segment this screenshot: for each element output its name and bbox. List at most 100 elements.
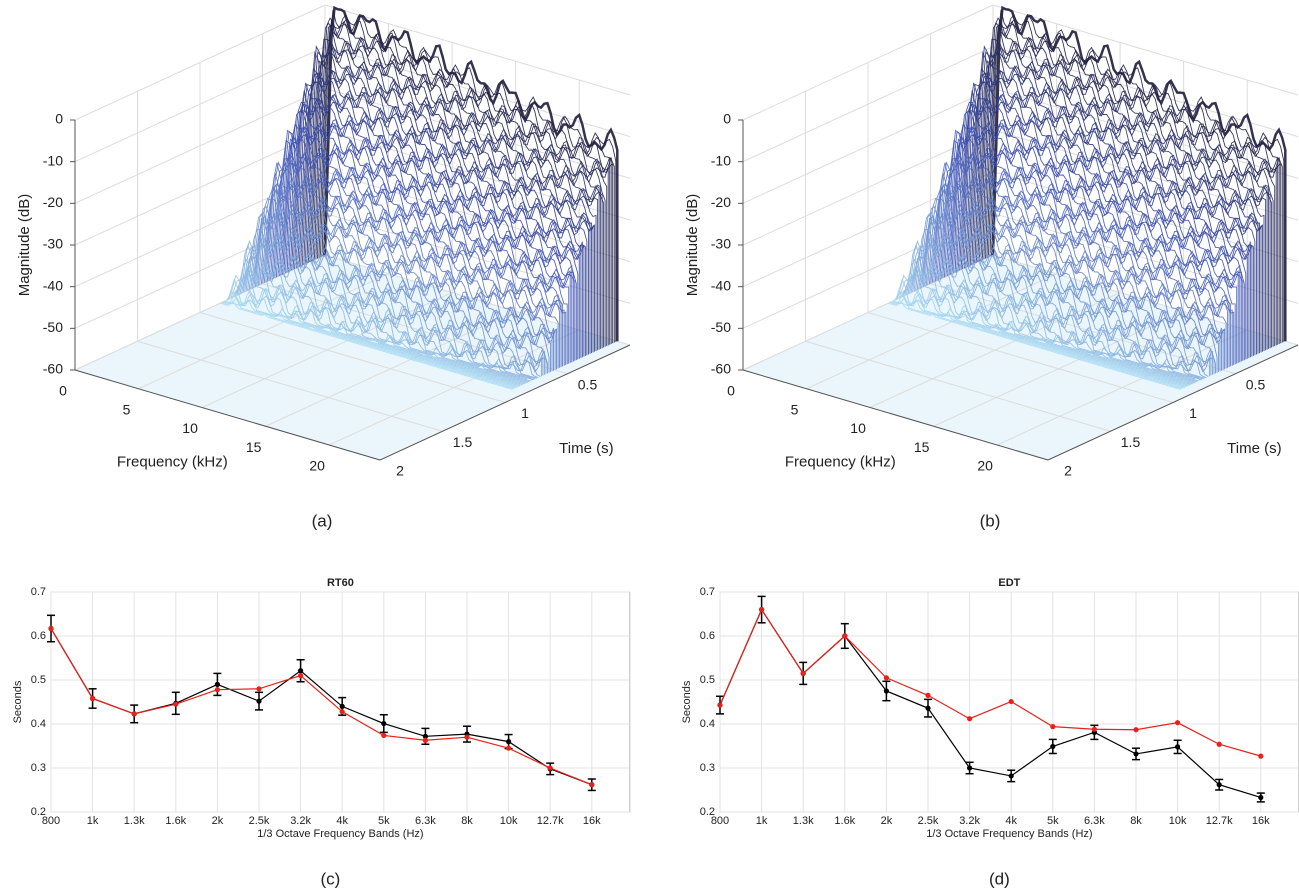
marker xyxy=(1133,727,1139,733)
surface-decoration xyxy=(906,243,1199,382)
z-tick-label: -60 xyxy=(43,361,63,377)
marker xyxy=(1050,743,1056,750)
marker xyxy=(464,734,470,740)
surface-decoration xyxy=(896,274,1190,386)
y-tick-label: 2 xyxy=(1064,463,1072,479)
surface-decoration xyxy=(285,121,579,360)
x-tick-label: 1k xyxy=(87,815,99,827)
z-axis-label: Magnitude (dB) xyxy=(16,194,33,297)
y-axis-label: Time (s) xyxy=(559,440,613,457)
marker xyxy=(48,625,54,632)
surface-decoration xyxy=(986,21,1280,344)
x-tick-label: 12.7k xyxy=(537,815,564,827)
x-axis-label: 1/3 Octave Frequency Bands (Hz) xyxy=(926,828,1092,840)
y-tick-label: 1 xyxy=(521,405,529,421)
y-tick-label: 0.3 xyxy=(31,762,46,774)
x-axis-label: Frequency (kHz) xyxy=(785,454,896,471)
x-tick-label: 1.3k xyxy=(793,815,814,827)
surface-decoration xyxy=(272,153,567,365)
x-tick-label: 8k xyxy=(461,815,473,827)
marker xyxy=(256,686,262,692)
x-tick-label: 4k xyxy=(336,815,348,827)
series-line xyxy=(50,628,593,786)
surface-decoration xyxy=(891,297,1184,389)
surface-decoration xyxy=(918,211,1212,376)
x-tick-label: 1.6k xyxy=(834,815,855,827)
surface-decoration xyxy=(972,51,1267,351)
surface-decoration xyxy=(274,150,568,365)
y-axis-label: Time (s) xyxy=(1227,440,1281,457)
y-tick-label: 0.2 xyxy=(31,806,46,818)
marker xyxy=(131,711,137,717)
surface-decoration xyxy=(247,228,541,377)
z-tick-label: -20 xyxy=(711,194,731,210)
marker xyxy=(422,733,428,739)
surface-decoration xyxy=(934,162,1229,368)
surface-decoration xyxy=(975,51,1270,349)
z-tick-label: -50 xyxy=(711,319,731,335)
marker xyxy=(925,692,931,699)
x-tick-label: 16k xyxy=(1252,815,1270,827)
z-tick-label: 0 xyxy=(723,111,731,127)
surface-decoration xyxy=(310,47,605,348)
surface-decoration xyxy=(312,40,606,347)
grid-line xyxy=(137,340,443,432)
marker xyxy=(589,782,595,788)
x-tick-label: 5 xyxy=(791,401,799,417)
surface-decoration xyxy=(269,155,564,367)
marker xyxy=(1258,753,1264,759)
marker xyxy=(381,732,387,739)
grid-line xyxy=(262,283,568,375)
surface-decoration xyxy=(943,140,1238,364)
y-tick-label: 0.6 xyxy=(700,630,715,642)
y-tick-label: 0.5 xyxy=(578,376,598,392)
marker xyxy=(1175,720,1181,726)
marker xyxy=(547,765,553,771)
surface-decoration xyxy=(977,42,1271,349)
y-tick-label: 1.5 xyxy=(1121,434,1141,450)
plot-area xyxy=(50,591,631,813)
surface-decoration xyxy=(256,203,550,373)
surface-decoration xyxy=(984,17,1279,345)
x-tick-label: 1k xyxy=(756,815,768,827)
surface-decoration xyxy=(318,21,612,344)
surface-decoration xyxy=(933,173,1227,369)
surface-decoration xyxy=(945,129,1239,363)
x-tick-label: 5 xyxy=(123,401,131,417)
y-tick-label: 0.2 xyxy=(700,806,715,818)
z-axis-label: Magnitude (dB) xyxy=(684,194,701,297)
x-tick-label: 6.3k xyxy=(1084,815,1105,827)
marker xyxy=(1008,698,1014,705)
y-tick-label: 0.5 xyxy=(700,674,715,686)
y-tick-label: 0.4 xyxy=(700,718,715,730)
surface-decoration xyxy=(221,292,515,390)
caption: (c) xyxy=(320,869,340,888)
surface-decoration xyxy=(265,173,559,369)
surface-decoration xyxy=(942,150,1236,365)
x-tick-label: 2k xyxy=(212,815,224,827)
marker xyxy=(214,681,220,688)
surface-decoration xyxy=(315,22,609,346)
marker xyxy=(298,668,304,674)
marker xyxy=(1008,773,1014,779)
marker xyxy=(967,716,973,722)
surface-decoration xyxy=(980,40,1274,347)
surface-decoration xyxy=(895,278,1189,387)
surface-decoration xyxy=(316,17,611,345)
x-tick-label: 0 xyxy=(727,383,735,399)
marker xyxy=(1258,794,1264,801)
x-tick-label: 2k xyxy=(881,815,893,827)
surface-decoration xyxy=(940,153,1235,365)
surface-decoration xyxy=(912,239,1205,379)
surface-decoration xyxy=(306,45,600,350)
caption: (d) xyxy=(989,869,1010,888)
surface-decoration xyxy=(245,232,539,379)
z-tick-label: -10 xyxy=(711,152,731,168)
surface-decoration xyxy=(974,45,1268,350)
y-tick-label: 0.4 xyxy=(31,718,46,730)
grid-line xyxy=(805,340,1111,432)
surface-decoration xyxy=(224,289,518,388)
x-tick-label: 2.5k xyxy=(918,815,939,827)
